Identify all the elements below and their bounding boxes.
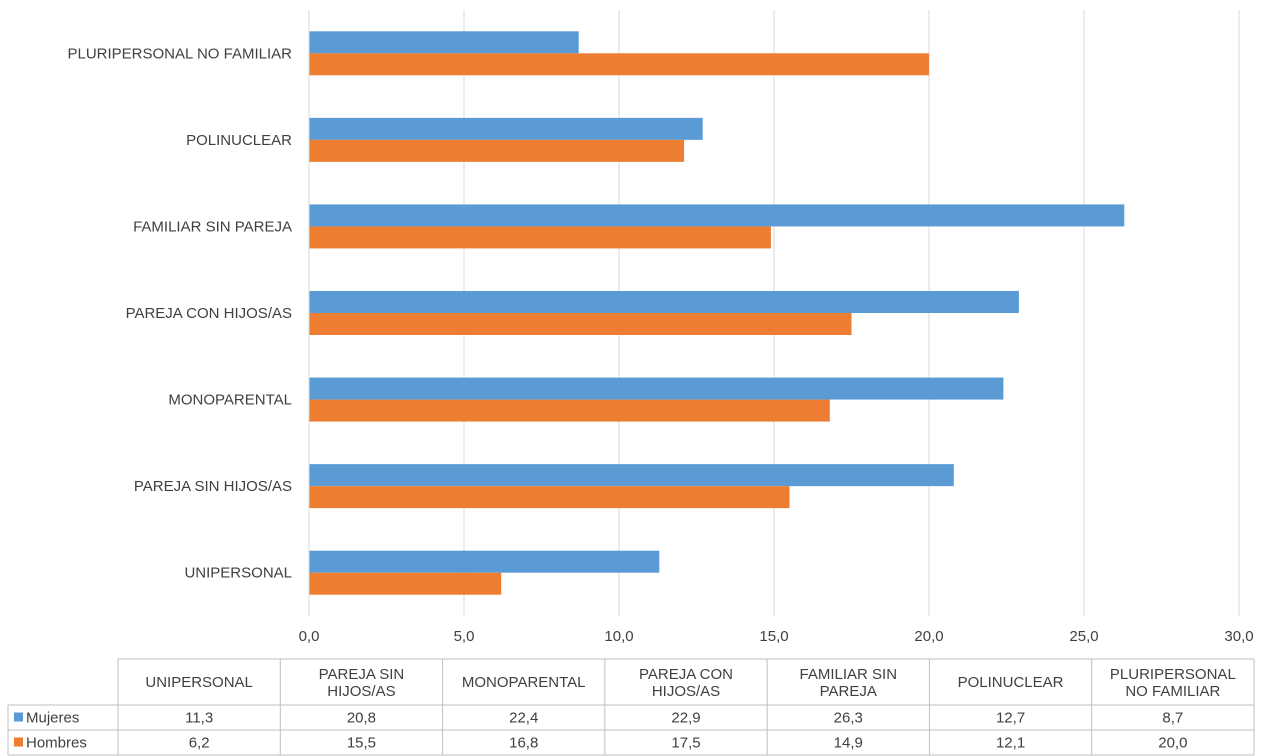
bar-mujeres — [309, 31, 579, 54]
x-tick-label: 30,0 — [1224, 628, 1253, 645]
table-header: HIJOS/AS — [327, 683, 395, 700]
x-tick-label: 0,0 — [299, 628, 320, 645]
category-label: UNIPERSONAL — [184, 565, 292, 582]
bar-hombres — [309, 486, 790, 509]
table-value: 11,3 — [185, 710, 213, 727]
table-header: POLINUCLEAR — [958, 674, 1064, 691]
bar-hombres — [309, 313, 852, 335]
table-value: 15,5 — [347, 735, 376, 752]
bar-hombres — [309, 572, 502, 595]
table-value: 14,9 — [834, 735, 863, 752]
table-value: 8,7 — [1162, 710, 1183, 727]
table-value: 22,4 — [509, 710, 538, 727]
table-header: MONOPARENTAL — [462, 674, 586, 691]
category-label: MONOPARENTAL — [168, 392, 292, 409]
bar-hombres — [309, 139, 685, 162]
table-value: 12,1 — [996, 735, 1025, 752]
table-header: PAREJA — [820, 683, 877, 700]
bar-hombres — [309, 399, 830, 422]
legend-label: Hombres — [26, 735, 87, 752]
bar-mujeres — [309, 464, 954, 487]
table-value: 22,9 — [671, 710, 700, 727]
table-value: 6,2 — [189, 735, 210, 752]
bar-hombres — [309, 226, 771, 249]
bar-mujeres — [309, 117, 703, 140]
table-header: NO FAMILIAR — [1125, 683, 1220, 700]
category-label: FAMILIAR SIN PAREJA — [133, 218, 292, 235]
table-header: PAREJA SIN — [319, 666, 405, 683]
table-value: 20,0 — [1158, 735, 1187, 752]
table-header: HIJOS/AS — [652, 683, 720, 700]
table-value: 12,7 — [996, 710, 1025, 727]
x-tick-label: 20,0 — [914, 628, 943, 645]
legend-label: Mujeres — [26, 710, 79, 727]
table-header: FAMILIAR SIN — [800, 666, 898, 683]
x-tick-label: 25,0 — [1069, 628, 1098, 645]
x-tick-label: 10,0 — [604, 628, 633, 645]
category-label: PLURIPERSONAL NO FAMILIAR — [67, 45, 292, 62]
category-label: PAREJA SIN HIJOS/AS — [134, 478, 292, 495]
table-value: 26,3 — [834, 710, 863, 727]
legend-key-hombres — [14, 737, 23, 747]
x-tick-label: 15,0 — [759, 628, 788, 645]
table-header: UNIPERSONAL — [145, 674, 253, 691]
bar-mujeres — [309, 291, 1019, 313]
table-header: PLURIPERSONAL — [1110, 666, 1236, 683]
bar-mujeres — [309, 377, 1004, 400]
bar-hombres — [309, 53, 929, 76]
table-header: PAREJA CON — [639, 666, 733, 683]
bar-mujeres — [309, 550, 660, 573]
table-value: 17,5 — [671, 735, 700, 752]
bar-mujeres — [309, 204, 1125, 227]
legend-key-mujeres — [14, 712, 23, 722]
x-tick-label: 5,0 — [454, 628, 475, 645]
table-value: 16,8 — [509, 735, 538, 752]
category-label: PAREJA CON HIJOS/AS — [126, 305, 292, 322]
category-label: POLINUCLEAR — [186, 132, 292, 149]
table-value: 20,8 — [347, 710, 376, 727]
